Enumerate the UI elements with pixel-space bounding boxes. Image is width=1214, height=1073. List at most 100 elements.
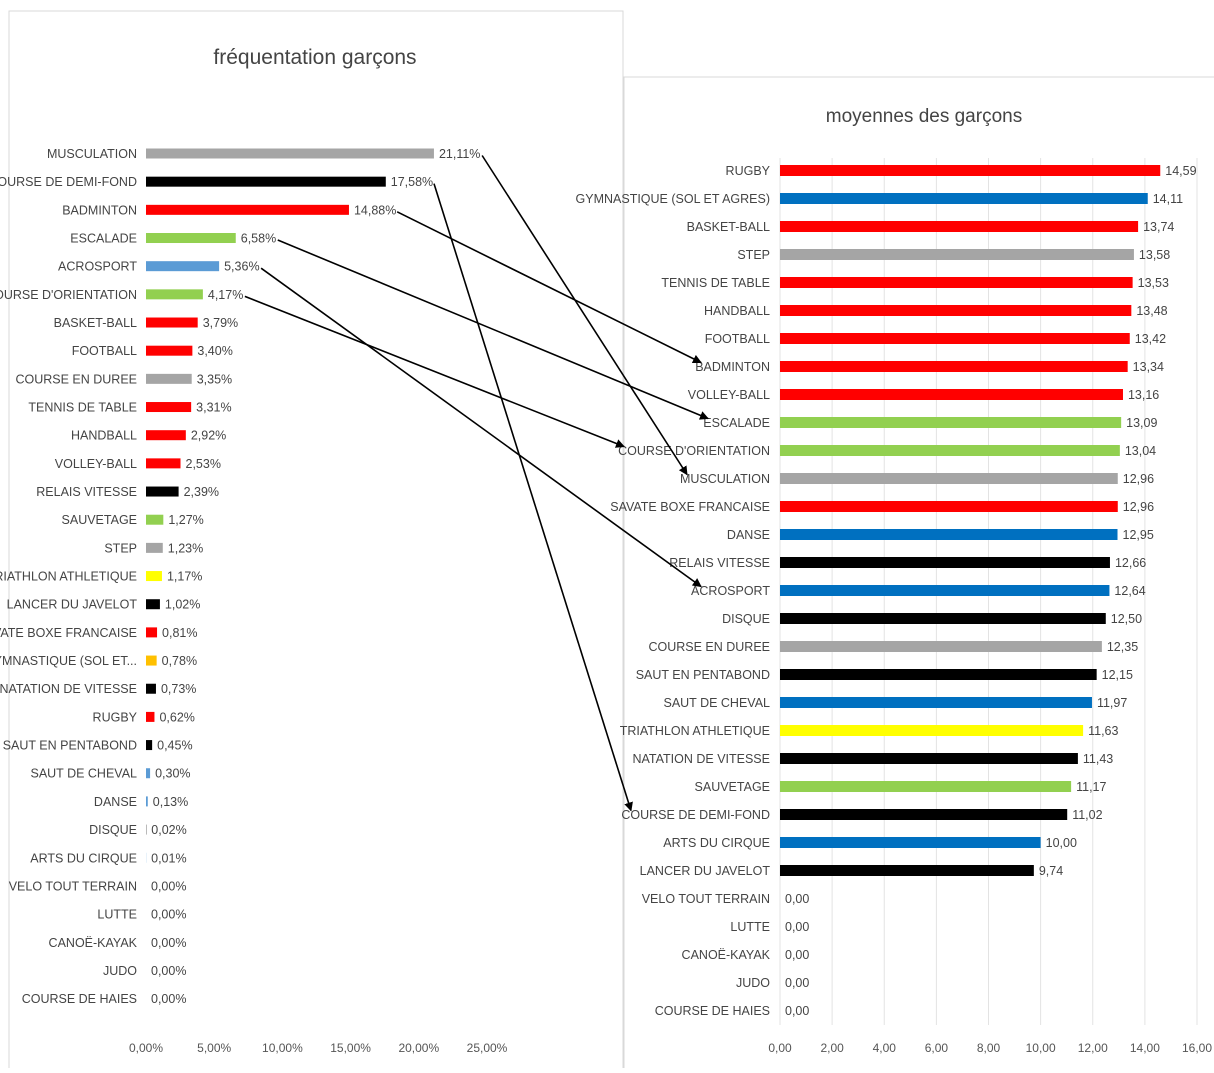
frequentation-category-label: VOLLEY-BALL xyxy=(55,457,137,471)
frequentation-data-label: 0,62% xyxy=(159,710,194,724)
averages-bar-rugby xyxy=(780,165,1160,176)
averages-bar-disque xyxy=(780,613,1106,624)
averages-category-label: SAUT DE CHEVAL xyxy=(663,696,770,710)
frequentation-category-label: SAUT DE CHEVAL xyxy=(30,767,137,781)
averages-bar-savate-boxe-francaise xyxy=(780,501,1118,512)
averages-data-label: 11,97 xyxy=(1097,696,1127,710)
averages-chart-title: moyennes des garçons xyxy=(826,106,1022,127)
averages-data-label: 0,00 xyxy=(785,920,809,934)
averages-data-label: 12,15 xyxy=(1102,668,1133,682)
frequentation-category-label: DANSE xyxy=(94,795,137,809)
averages-bar-step xyxy=(780,249,1134,260)
averages-data-label: 13,53 xyxy=(1138,276,1169,290)
frequentation-data-label: 0,00% xyxy=(151,908,186,922)
frequentation-category-label: NATATION DE VITESSE xyxy=(0,682,137,696)
frequentation-bar-handball xyxy=(146,430,186,440)
averages-bar-relais-vitesse xyxy=(780,557,1110,568)
averages-data-label: 10,00 xyxy=(1046,836,1077,850)
frequentation-data-label: 6,58% xyxy=(241,232,276,246)
frequentation-category-label: COURSE DE DEMI-FOND xyxy=(0,175,137,189)
averages-data-label: 11,43 xyxy=(1083,752,1113,766)
frequentation-bar-saut-en-pentabond xyxy=(146,740,152,750)
frequentation-bar-course-en-duree xyxy=(146,374,192,384)
frequentation-data-label: 21,11% xyxy=(439,147,480,161)
frequentation-x-tick-label: 25,00% xyxy=(467,1041,508,1055)
averages-bar-gymnastique-sol-et-agres xyxy=(780,193,1148,204)
frequentation-data-label: 0,13% xyxy=(153,795,188,809)
frequentation-bar-tennis-de-table xyxy=(146,402,191,412)
averages-bar-arts-du-cirque xyxy=(780,837,1041,848)
averages-category-label: JUDO xyxy=(736,976,770,990)
frequentation-bar-lancer-du-javelot xyxy=(146,599,160,609)
averages-bar-triathlon-athletique xyxy=(780,725,1083,736)
averages-data-label: 11,02 xyxy=(1072,808,1102,822)
averages-bar-saut-en-pentabond xyxy=(780,669,1097,680)
frequentation-bar-savate-boxe-francaise xyxy=(146,627,157,637)
averages-data-label: 13,48 xyxy=(1136,304,1167,318)
frequentation-bar-badminton xyxy=(146,205,349,215)
averages-x-tick-label: 8,00 xyxy=(977,1041,1001,1055)
frequentation-category-label: TRIATHLON ATHLETIQUE xyxy=(0,570,137,584)
averages-category-label: SAVATE BOXE FRANCAISE xyxy=(610,500,770,514)
averages-category-label: COURSE DE HAIES xyxy=(655,1004,770,1018)
frequentation-data-label: 3,40% xyxy=(197,344,232,358)
frequentation-bar-acrosport xyxy=(146,261,219,271)
frequentation-category-label: ESCALADE xyxy=(70,232,137,246)
averages-category-label: DANSE xyxy=(727,528,770,542)
frequentation-bar-volley-ball xyxy=(146,458,181,468)
averages-x-tick-label: 14,00 xyxy=(1130,1041,1160,1055)
frequentation-data-label: 0,00% xyxy=(151,879,186,893)
frequentation-data-label: 5,36% xyxy=(224,260,259,274)
averages-x-tick-label: 4,00 xyxy=(873,1041,897,1055)
averages-category-label: MUSCULATION xyxy=(680,472,770,486)
averages-category-label: TENNIS DE TABLE xyxy=(661,276,770,290)
averages-x-tick-label: 12,00 xyxy=(1078,1041,1108,1055)
frequentation-category-label: BADMINTON xyxy=(62,203,137,217)
frequentation-category-label: CANOË-KAYAK xyxy=(49,936,138,950)
frequentation-data-label: 4,17% xyxy=(208,288,243,302)
frequentation-x-tick-label: 20,00% xyxy=(398,1041,439,1055)
averages-x-tick-label: 2,00 xyxy=(820,1041,844,1055)
frequentation-data-label: 0,00% xyxy=(151,964,186,978)
frequentation-data-label: 0,00% xyxy=(151,992,186,1006)
averages-category-label: TRIATHLON ATHLETIQUE xyxy=(620,724,770,738)
frequentation-chart: fréquentation garçons 0,00%5,00%10,00%15… xyxy=(0,11,623,1068)
averages-data-label: 13,04 xyxy=(1125,444,1156,458)
averages-category-label: COURSE D'ORIENTATION xyxy=(618,444,770,458)
frequentation-x-tick-label: 15,00% xyxy=(330,1041,371,1055)
averages-category-label: CANOË-KAYAK xyxy=(682,948,771,962)
frequentation-bar-sauvetage xyxy=(146,515,163,525)
averages-category-label: BASKET-BALL xyxy=(687,220,770,234)
frequentation-category-label: HANDBALL xyxy=(71,429,137,443)
frequentation-bar-football xyxy=(146,346,192,356)
averages-bar-saut-de-cheval xyxy=(780,697,1092,708)
frequentation-category-label: COURSE EN DUREE xyxy=(15,372,137,386)
frequentation-category-label: FOOTBALL xyxy=(72,344,137,358)
averages-data-label: 9,74 xyxy=(1039,864,1063,878)
averages-data-label: 12,66 xyxy=(1115,556,1146,570)
frequentation-data-label: 2,39% xyxy=(184,485,219,499)
frequentation-category-label: SAUVETAGE xyxy=(62,513,137,527)
frequentation-data-label: 0,81% xyxy=(162,626,197,640)
frequentation-category-label: VELO TOUT TERRAIN xyxy=(9,879,137,893)
averages-bar-tennis-de-table xyxy=(780,277,1133,288)
frequentation-category-label: COURSE DE HAIES xyxy=(22,992,137,1006)
frequentation-data-label: 0,30% xyxy=(155,767,190,781)
frequentation-data-label: 3,79% xyxy=(203,316,238,330)
frequentation-bar-natation-de-vitesse xyxy=(146,684,156,694)
frequentation-data-label: 0,45% xyxy=(157,739,192,753)
frequentation-bar-escalade xyxy=(146,233,236,243)
averages-category-label: NATATION DE VITESSE xyxy=(632,752,770,766)
frequentation-category-label: GYMNASTIQUE (SOL ET... xyxy=(0,654,137,668)
averages-category-label: ESCALADE xyxy=(703,416,770,430)
frequentation-category-label: MUSCULATION xyxy=(47,147,137,161)
frequentation-bar-relais-vitesse xyxy=(146,487,179,497)
averages-bar-natation-de-vitesse xyxy=(780,753,1078,764)
averages-category-label: SAUVETAGE xyxy=(695,780,770,794)
averages-data-label: 0,00 xyxy=(785,976,809,990)
averages-bar-musculation xyxy=(780,473,1118,484)
frequentation-bar-basket-ball xyxy=(146,318,198,328)
frequentation-data-label: 2,92% xyxy=(191,429,226,443)
averages-category-label: LUTTE xyxy=(730,920,770,934)
